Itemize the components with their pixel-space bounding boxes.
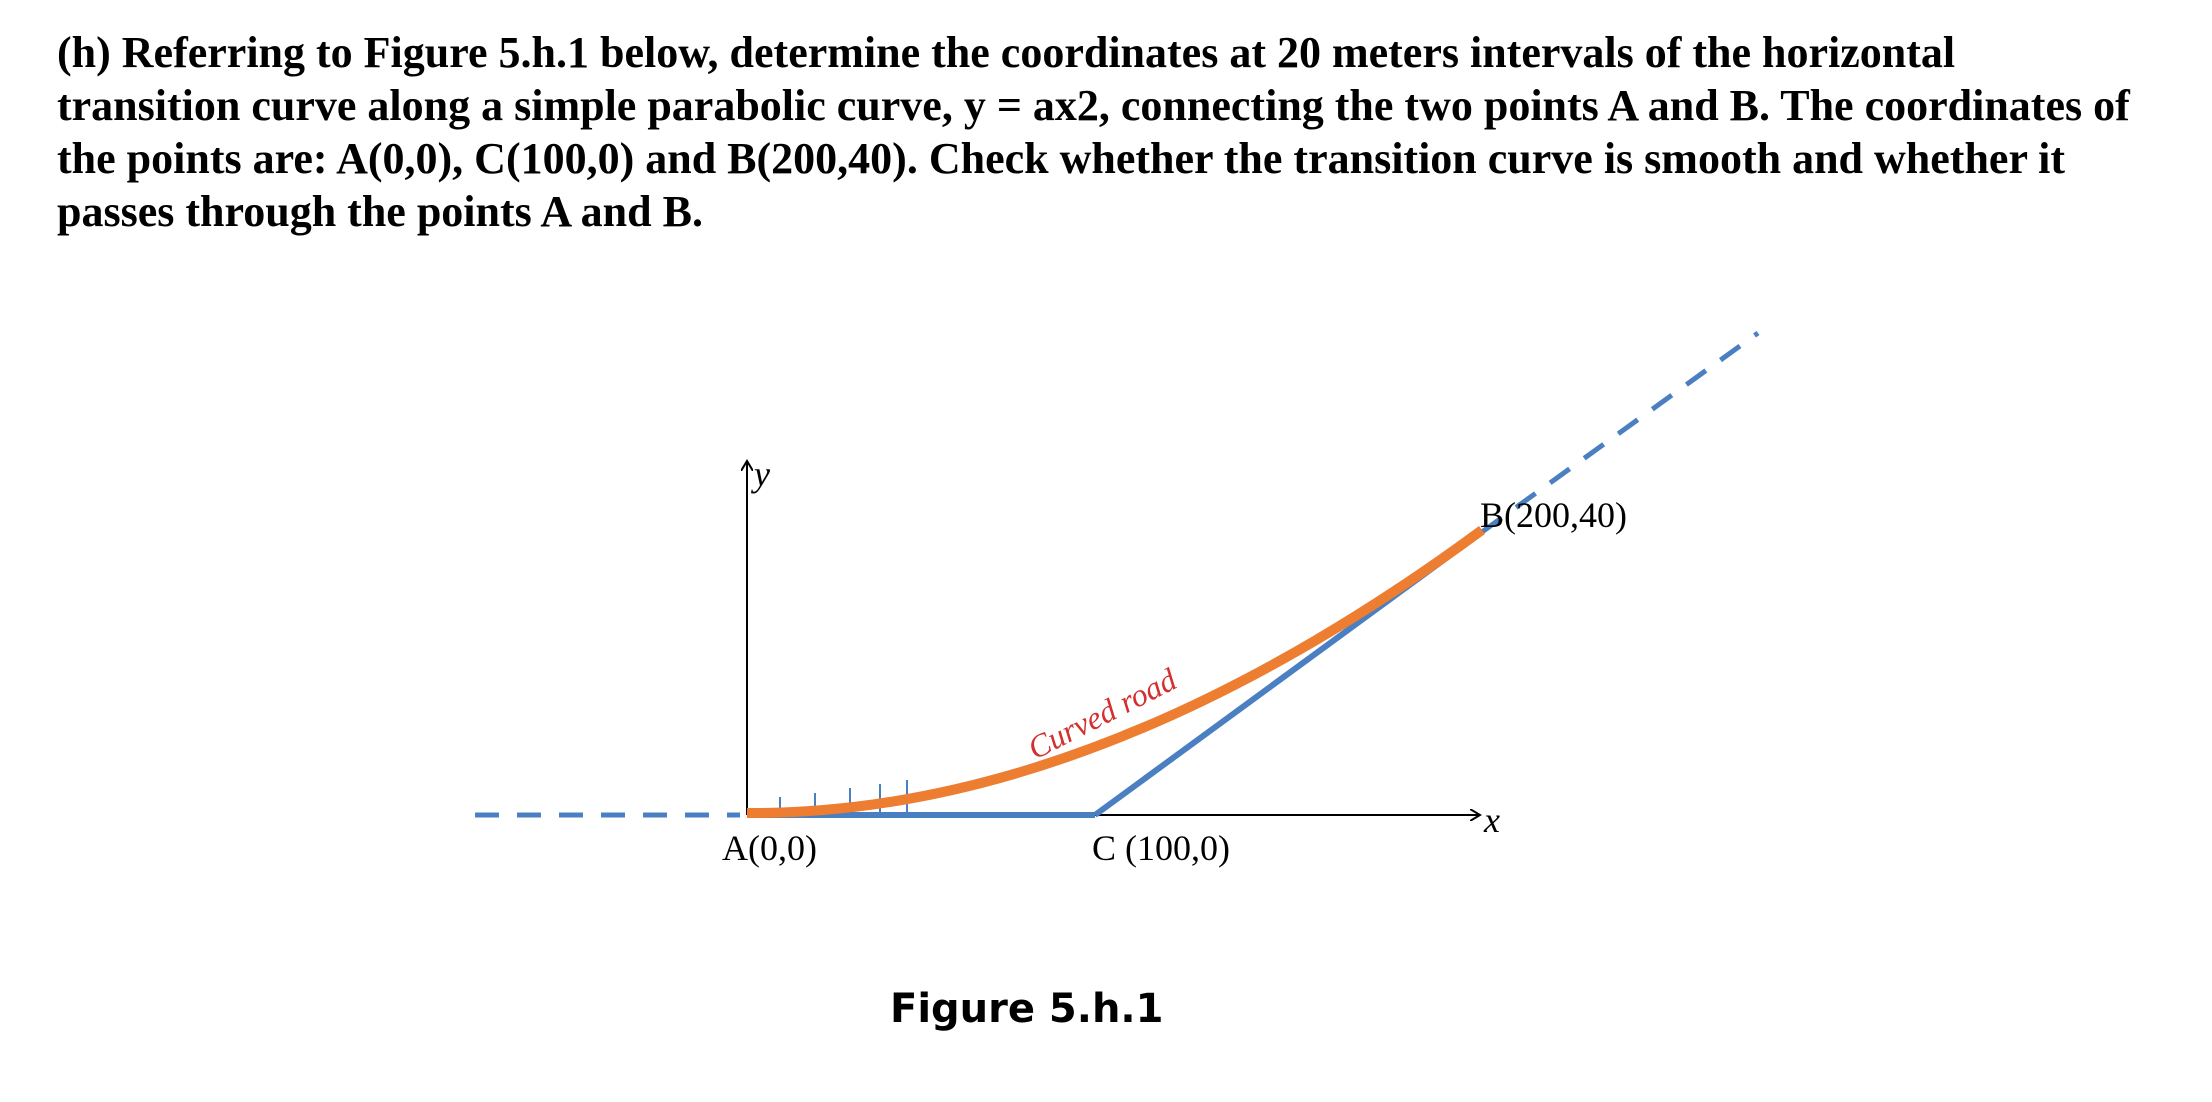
point-b-label: B(200,40): [1480, 495, 1627, 535]
point-c-label: C (100,0): [1092, 828, 1230, 868]
y-axis-label: y: [751, 454, 770, 494]
transition-curve: [746, 525, 1485, 819]
dashed-tangent-right: [1480, 330, 1760, 535]
point-a-label: A(0,0): [722, 828, 817, 868]
curve-label: Curved road: [1022, 660, 1183, 766]
figure-caption: Figure 5.h.1: [890, 986, 1163, 1032]
question-text: (h) Referring to Figure 5.h.1 below, det…: [57, 28, 2130, 236]
x-axis-label: x: [1483, 800, 1500, 840]
